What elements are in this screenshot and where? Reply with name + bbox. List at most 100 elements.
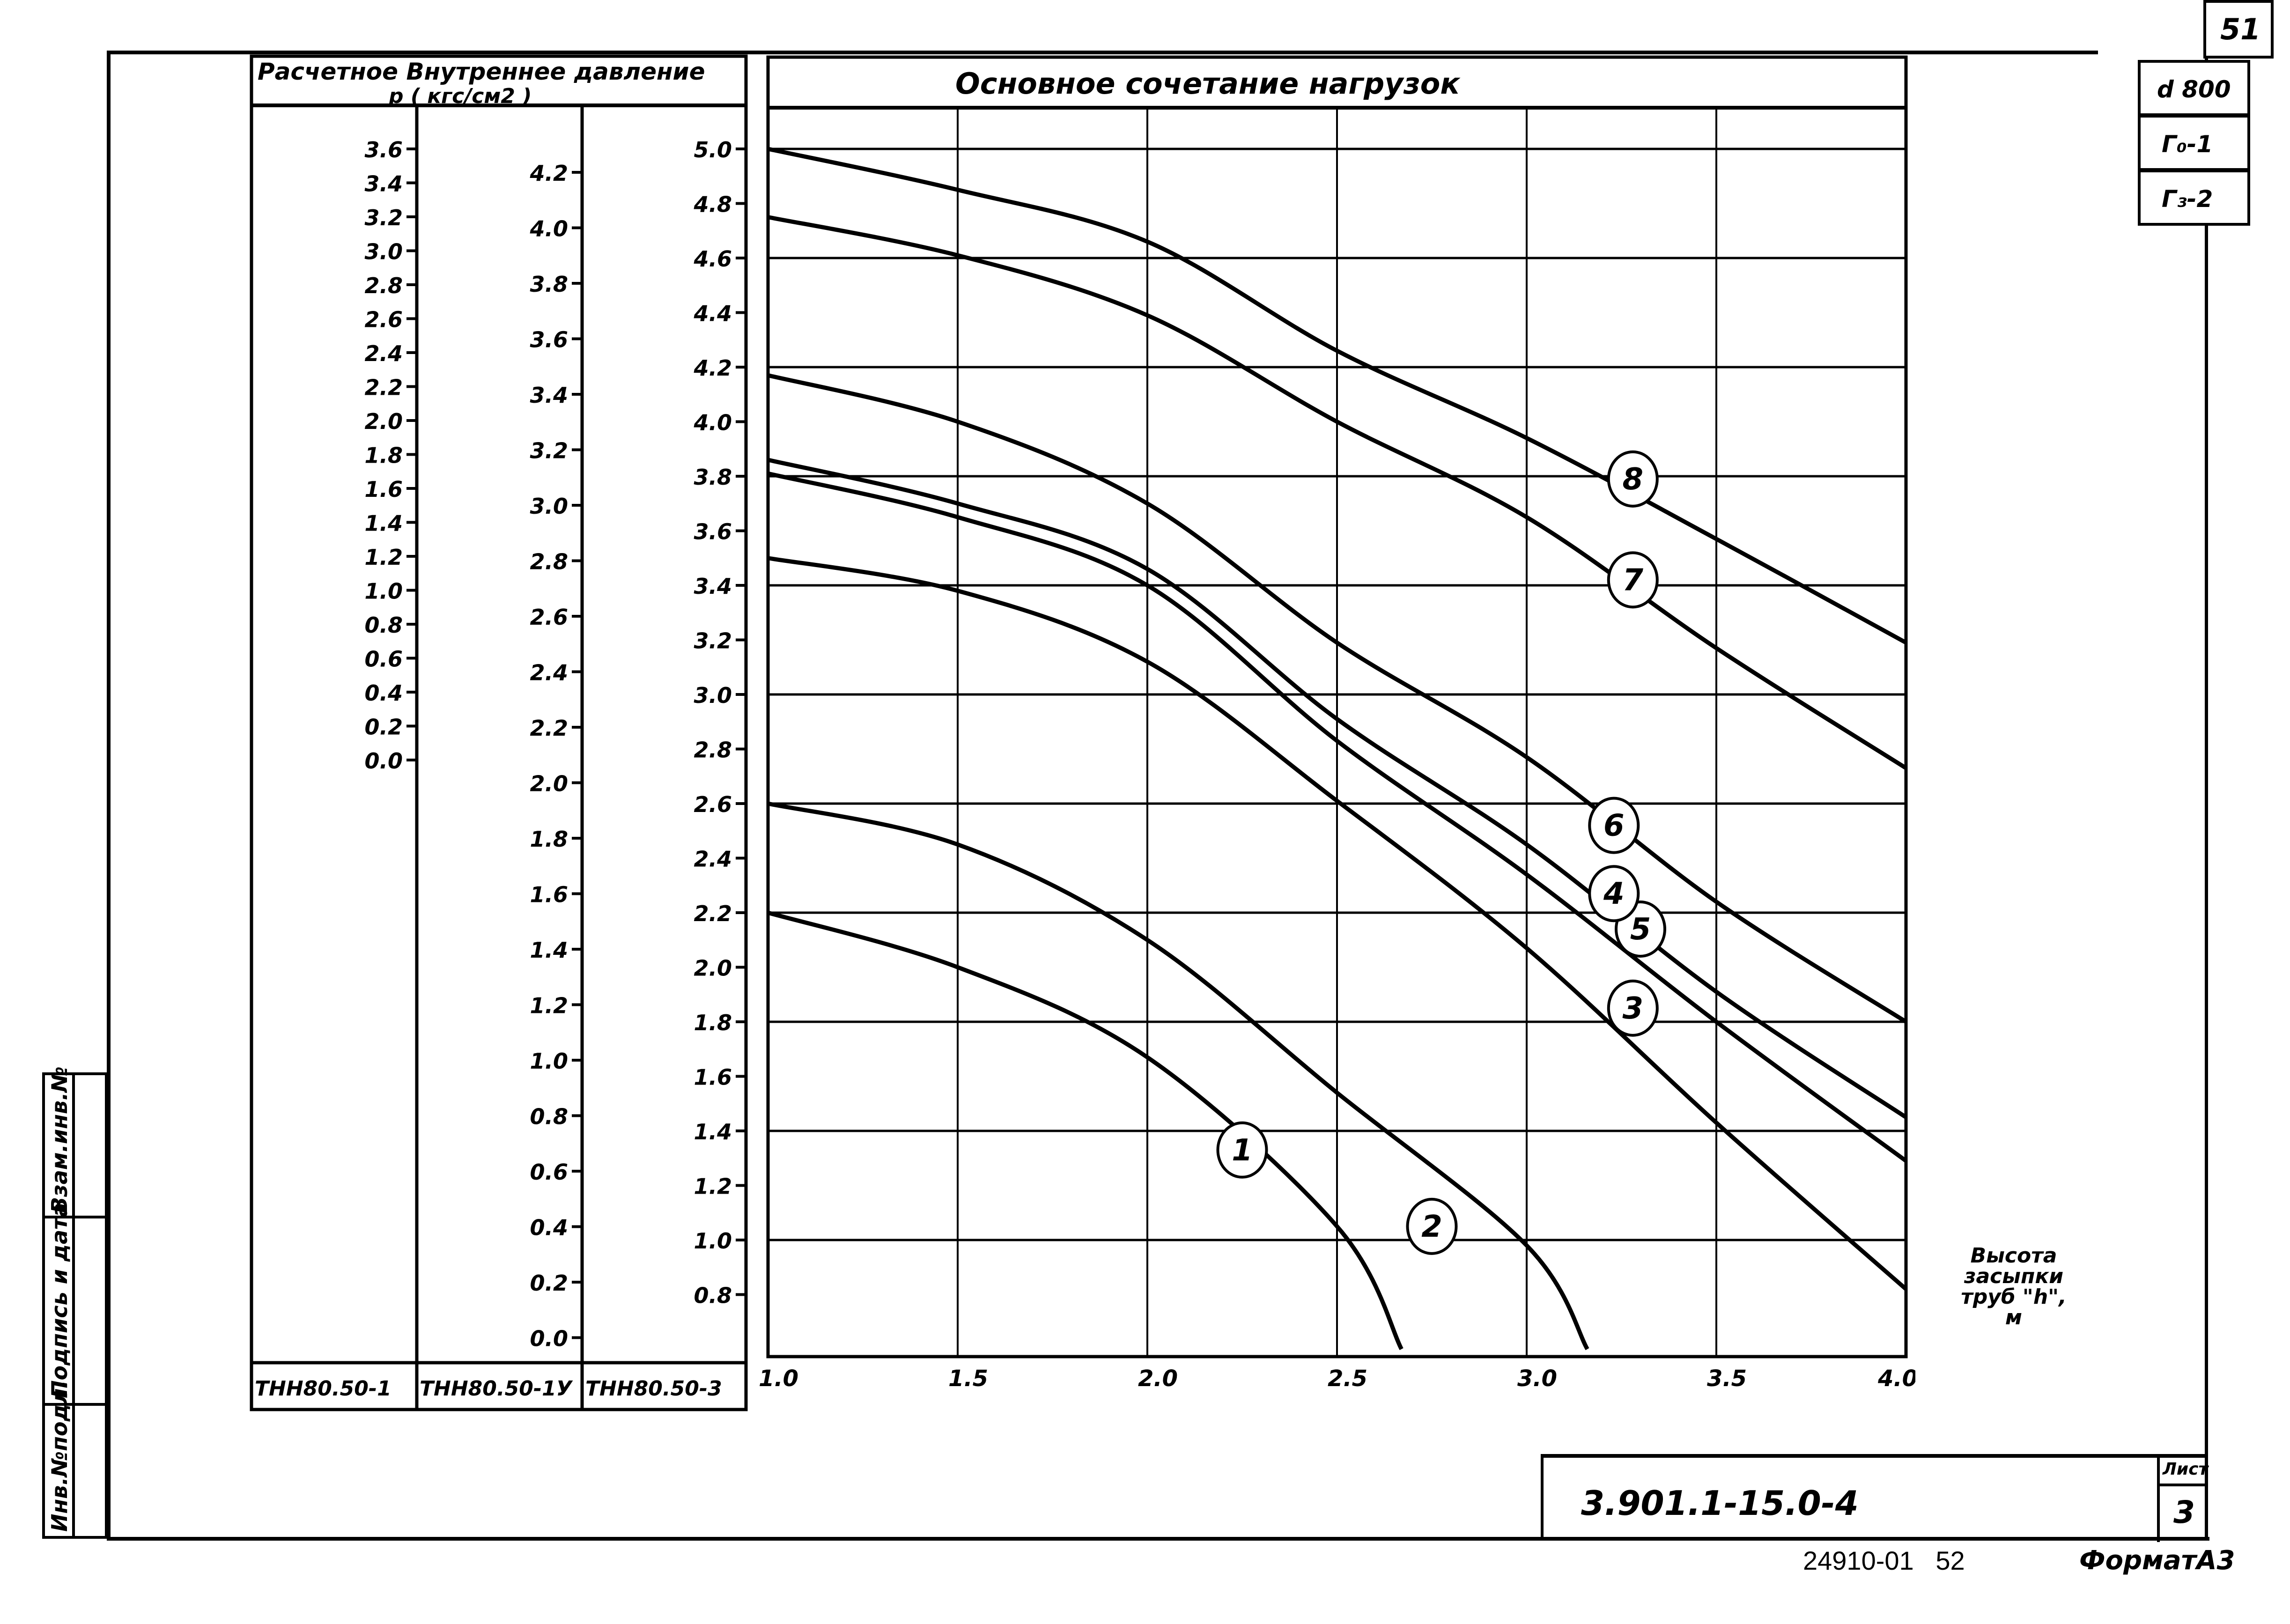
tag-g0: Г₀-1 bbox=[2138, 115, 2250, 171]
x-tick-label: 4.0 bbox=[1877, 1366, 1915, 1392]
x-tick-label: 2.0 bbox=[1138, 1366, 1178, 1392]
chart-grid bbox=[768, 108, 1906, 1357]
scale-tick-label: 1.2 bbox=[365, 545, 403, 570]
curve-label-circle bbox=[1607, 450, 1659, 508]
scales-header-line1: Расчетное Внутреннее давление bbox=[258, 58, 705, 85]
scale-tick-label: 1.6 bbox=[365, 477, 403, 502]
scale-tick-label: 3.2 bbox=[694, 628, 732, 654]
scale-tick-label: 3.0 bbox=[365, 239, 403, 265]
scale-tick-label: 4.6 bbox=[694, 246, 732, 272]
x-axis-label: Высота засыпки труб "h", м bbox=[1953, 1246, 2075, 1328]
scale-column-1-name: ТНН80.50-1 bbox=[255, 1377, 392, 1401]
scale-tick-label: 4.0 bbox=[694, 410, 732, 436]
scales-header-line2: p ( кгс/см2 ) bbox=[388, 84, 532, 108]
corner-number: 51 bbox=[2220, 12, 2261, 46]
scale-tick-label: 4.4 bbox=[694, 301, 732, 326]
stamp-inv-podl: Инв.№подл. bbox=[47, 1380, 72, 1532]
scale-tick-label: 1.2 bbox=[530, 993, 569, 1019]
x-tick-label: 2.5 bbox=[1328, 1366, 1367, 1392]
scale-tick-label: 3.6 bbox=[694, 519, 732, 545]
scale-column-3-name: ТНН80.50-3 bbox=[585, 1377, 722, 1401]
curve-label-number: 8 bbox=[1623, 462, 1644, 497]
sheet-number: 3 bbox=[2173, 1494, 2195, 1530]
scale-tick-label: 2.0 bbox=[530, 771, 569, 797]
stamp-vzam-inv: Взам.инв.№ bbox=[47, 1066, 72, 1213]
scale-tick-label: 2.6 bbox=[530, 605, 569, 630]
scale-tick-label: 0.6 bbox=[530, 1159, 569, 1185]
scale-tick-label: 3.6 bbox=[365, 137, 403, 162]
curve-8 bbox=[768, 147, 1907, 645]
scale-tick-label: 4.2 bbox=[694, 355, 732, 381]
scale-tick-label: 1.4 bbox=[694, 1119, 732, 1144]
scale-tick-label: 1.8 bbox=[694, 1010, 732, 1035]
curve-5 bbox=[767, 471, 1907, 1163]
scale-tick-label: 2.0 bbox=[694, 956, 732, 981]
scale-tick-label: 0.2 bbox=[530, 1270, 569, 1296]
scale-tick-label: 3.0 bbox=[694, 683, 732, 708]
footer-code: 24910-01 52 bbox=[1803, 1546, 1965, 1575]
scale-tick-label: 1.4 bbox=[530, 937, 569, 963]
scale-tick-label: 3.0 bbox=[530, 494, 569, 519]
scale-tick-label: 2.0 bbox=[365, 409, 403, 434]
scale-tick-label: 0.8 bbox=[530, 1104, 569, 1129]
title-block: 3.901.1-15.0-4 Лист 3 bbox=[1541, 1454, 2209, 1542]
curve-label-circle bbox=[1588, 797, 1640, 854]
curve-7 bbox=[768, 215, 1907, 770]
main-chart: Основное сочетание нагрузок 1 2 3 54 6 7 8 1.0… bbox=[759, 55, 1915, 1392]
scale-tick-label: 0.2 bbox=[365, 715, 403, 740]
x-tick-label: 3.5 bbox=[1707, 1366, 1747, 1392]
scale-tick-label: 2.4 bbox=[365, 341, 403, 366]
curve-label-number: 2 bbox=[1421, 1210, 1442, 1244]
scale-tick-label: 0.8 bbox=[694, 1283, 732, 1308]
frame-right-line bbox=[2205, 52, 2208, 1541]
curve-label-circle bbox=[1607, 551, 1659, 609]
scale-tick-label: 1.8 bbox=[530, 827, 569, 852]
tag-g3-text: Г₃-2 bbox=[2162, 185, 2213, 213]
scale-tick-label: 2.2 bbox=[694, 901, 732, 926]
scale-tick-label: 0.8 bbox=[365, 613, 403, 638]
stamp-signature-date: Подпись и дата bbox=[47, 1203, 72, 1398]
tag-diameter-text: d 800 bbox=[2157, 76, 2231, 103]
scale-tick-label: 1.4 bbox=[365, 511, 403, 536]
curve-label-circle bbox=[1406, 1197, 1458, 1255]
curve-label-number: 5 bbox=[1630, 912, 1651, 947]
curve-4 bbox=[767, 458, 1907, 1119]
sheet-label: Лист bbox=[2163, 1460, 2209, 1479]
scale-tick-label: 1.0 bbox=[365, 579, 403, 604]
curve-label-circle bbox=[1588, 865, 1640, 923]
document-code: 3.901.1-15.0-4 bbox=[1581, 1484, 1859, 1523]
scale-tick-label: 3.8 bbox=[530, 272, 569, 297]
scale-column-2: 4.2 4.0 3.8 3.6 3.4 3.2 3.0 2.8 2.6 2.4 2.2 2.0 1.8 1… bbox=[530, 161, 582, 1351]
scale-tick-label: 2.4 bbox=[530, 660, 569, 686]
scale-tick-label: 3.8 bbox=[694, 465, 732, 490]
frame-left-line bbox=[107, 51, 111, 1540]
scale-tick-label: 1.0 bbox=[694, 1228, 732, 1254]
left-stamp: Инв.№подл. Подпись и дата Взам.инв.№ bbox=[42, 1066, 108, 1539]
format-label: ФорматА3 bbox=[2079, 1545, 2235, 1576]
corner-number-box: 51 bbox=[2203, 0, 2274, 59]
scale-tick-label: 4.2 bbox=[530, 161, 569, 186]
chart-title: Основное сочетание нагрузок bbox=[955, 66, 1461, 101]
scale-tick-label: 0.0 bbox=[530, 1326, 569, 1351]
curve-1 bbox=[767, 910, 1404, 1351]
scale-tick-label: 3.6 bbox=[530, 327, 569, 353]
scale-tick-label: 3.2 bbox=[530, 438, 569, 464]
tag-g3: Г₃-2 bbox=[2138, 170, 2250, 226]
curve-3 bbox=[768, 556, 1907, 1291]
scale-tick-label: 2.2 bbox=[365, 375, 403, 400]
scale-tick-label: 1.6 bbox=[694, 1065, 732, 1090]
frame-top-line bbox=[108, 51, 2098, 54]
x-axis-ticks: 1.0 1.5 2.0 2.5 3.0 3.5 4.0 bbox=[759, 1366, 1915, 1392]
scale-tick-label: 2.6 bbox=[694, 792, 732, 817]
scale-tick-label: 0.0 bbox=[365, 748, 403, 774]
curve-6 bbox=[767, 373, 1907, 1024]
x-tick-label: 1.0 bbox=[759, 1366, 798, 1392]
x-tick-label: 3.0 bbox=[1517, 1366, 1557, 1392]
scale-tick-label: 0.4 bbox=[365, 680, 403, 706]
x-tick-label: 1.5 bbox=[948, 1366, 988, 1392]
scale-tick-label: 2.8 bbox=[365, 273, 403, 298]
curve-label-number: 6 bbox=[1603, 809, 1625, 843]
curve-label-number: 1 bbox=[1232, 1133, 1253, 1168]
scale-tick-label: 1.2 bbox=[694, 1174, 732, 1199]
scale-column-3: 5.0 4.8 4.6 4.4 4.2 4.0 3.8 3.6 3.4 3.2 3.0 2.8 2.6 2… bbox=[694, 137, 746, 1308]
